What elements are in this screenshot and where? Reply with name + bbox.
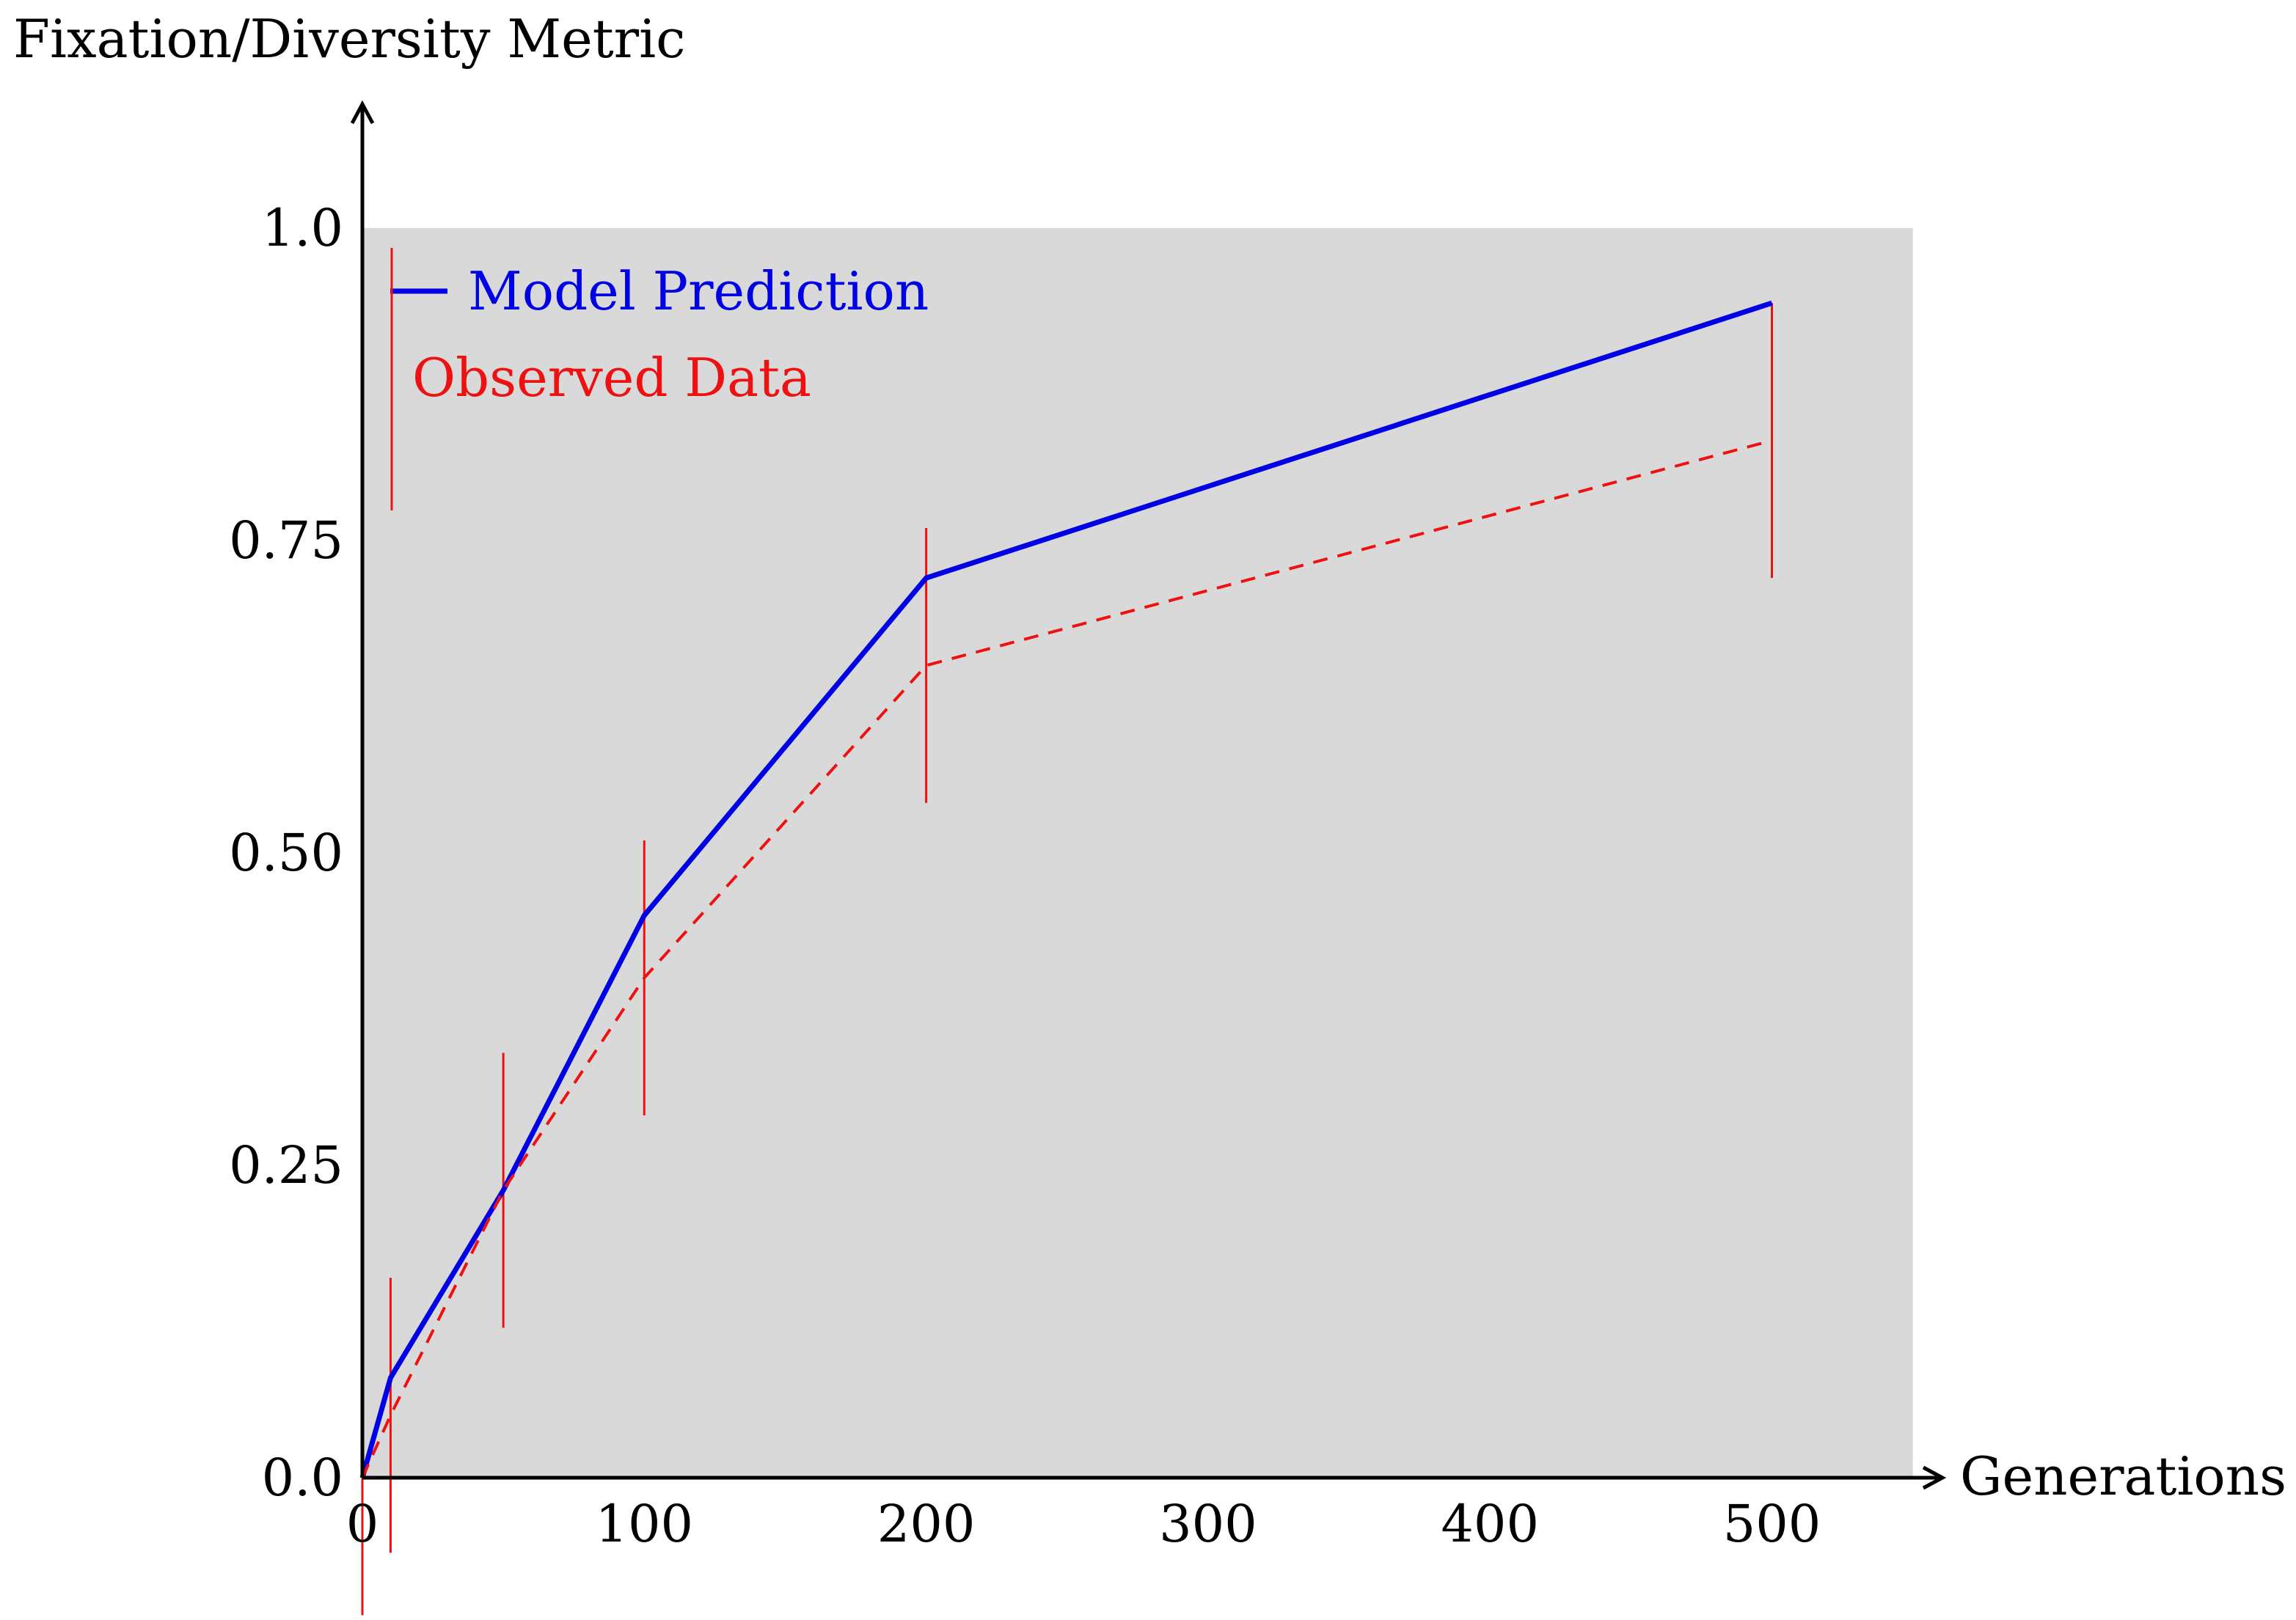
tick-labels: 0 100 200 300 400 500 0.0 0.25 0.50 0.75 1.0: [229, 198, 1821, 1554]
plot-background: [362, 228, 1913, 1478]
y-tick-label: 0.75: [229, 510, 343, 571]
x-tick-label: 200: [877, 1494, 976, 1554]
legend-label-model: Model Prediction: [468, 260, 929, 322]
y-axis-arrow: [350, 100, 375, 125]
y-tick-label: 1.0: [262, 198, 343, 258]
x-tick-label: 0: [346, 1494, 379, 1554]
axes: [350, 100, 1947, 1490]
x-axis-arrow: [1922, 1465, 1947, 1490]
y-axis-label: Fixation/Diversity Metric: [13, 8, 685, 70]
x-tick-label: 300: [1159, 1494, 1257, 1554]
y-tick-label: 0.25: [229, 1135, 343, 1195]
series-lines: [359, 300, 1773, 1478]
model-prediction-line: [359, 300, 1773, 1478]
x-tick-label: 400: [1441, 1494, 1539, 1554]
legend: Model Prediction Observed Data: [390, 248, 929, 510]
y-tick-label: 0.0: [262, 1448, 343, 1508]
legend-label-observed: Observed Data: [412, 347, 811, 408]
x-tick-label: 100: [595, 1494, 693, 1554]
x-axis-label: Generations: [1960, 1445, 2286, 1507]
y-tick-label: 0.50: [229, 823, 343, 883]
x-tick-label: 500: [1723, 1494, 1821, 1554]
observed-data-line: [361, 439, 1773, 1478]
